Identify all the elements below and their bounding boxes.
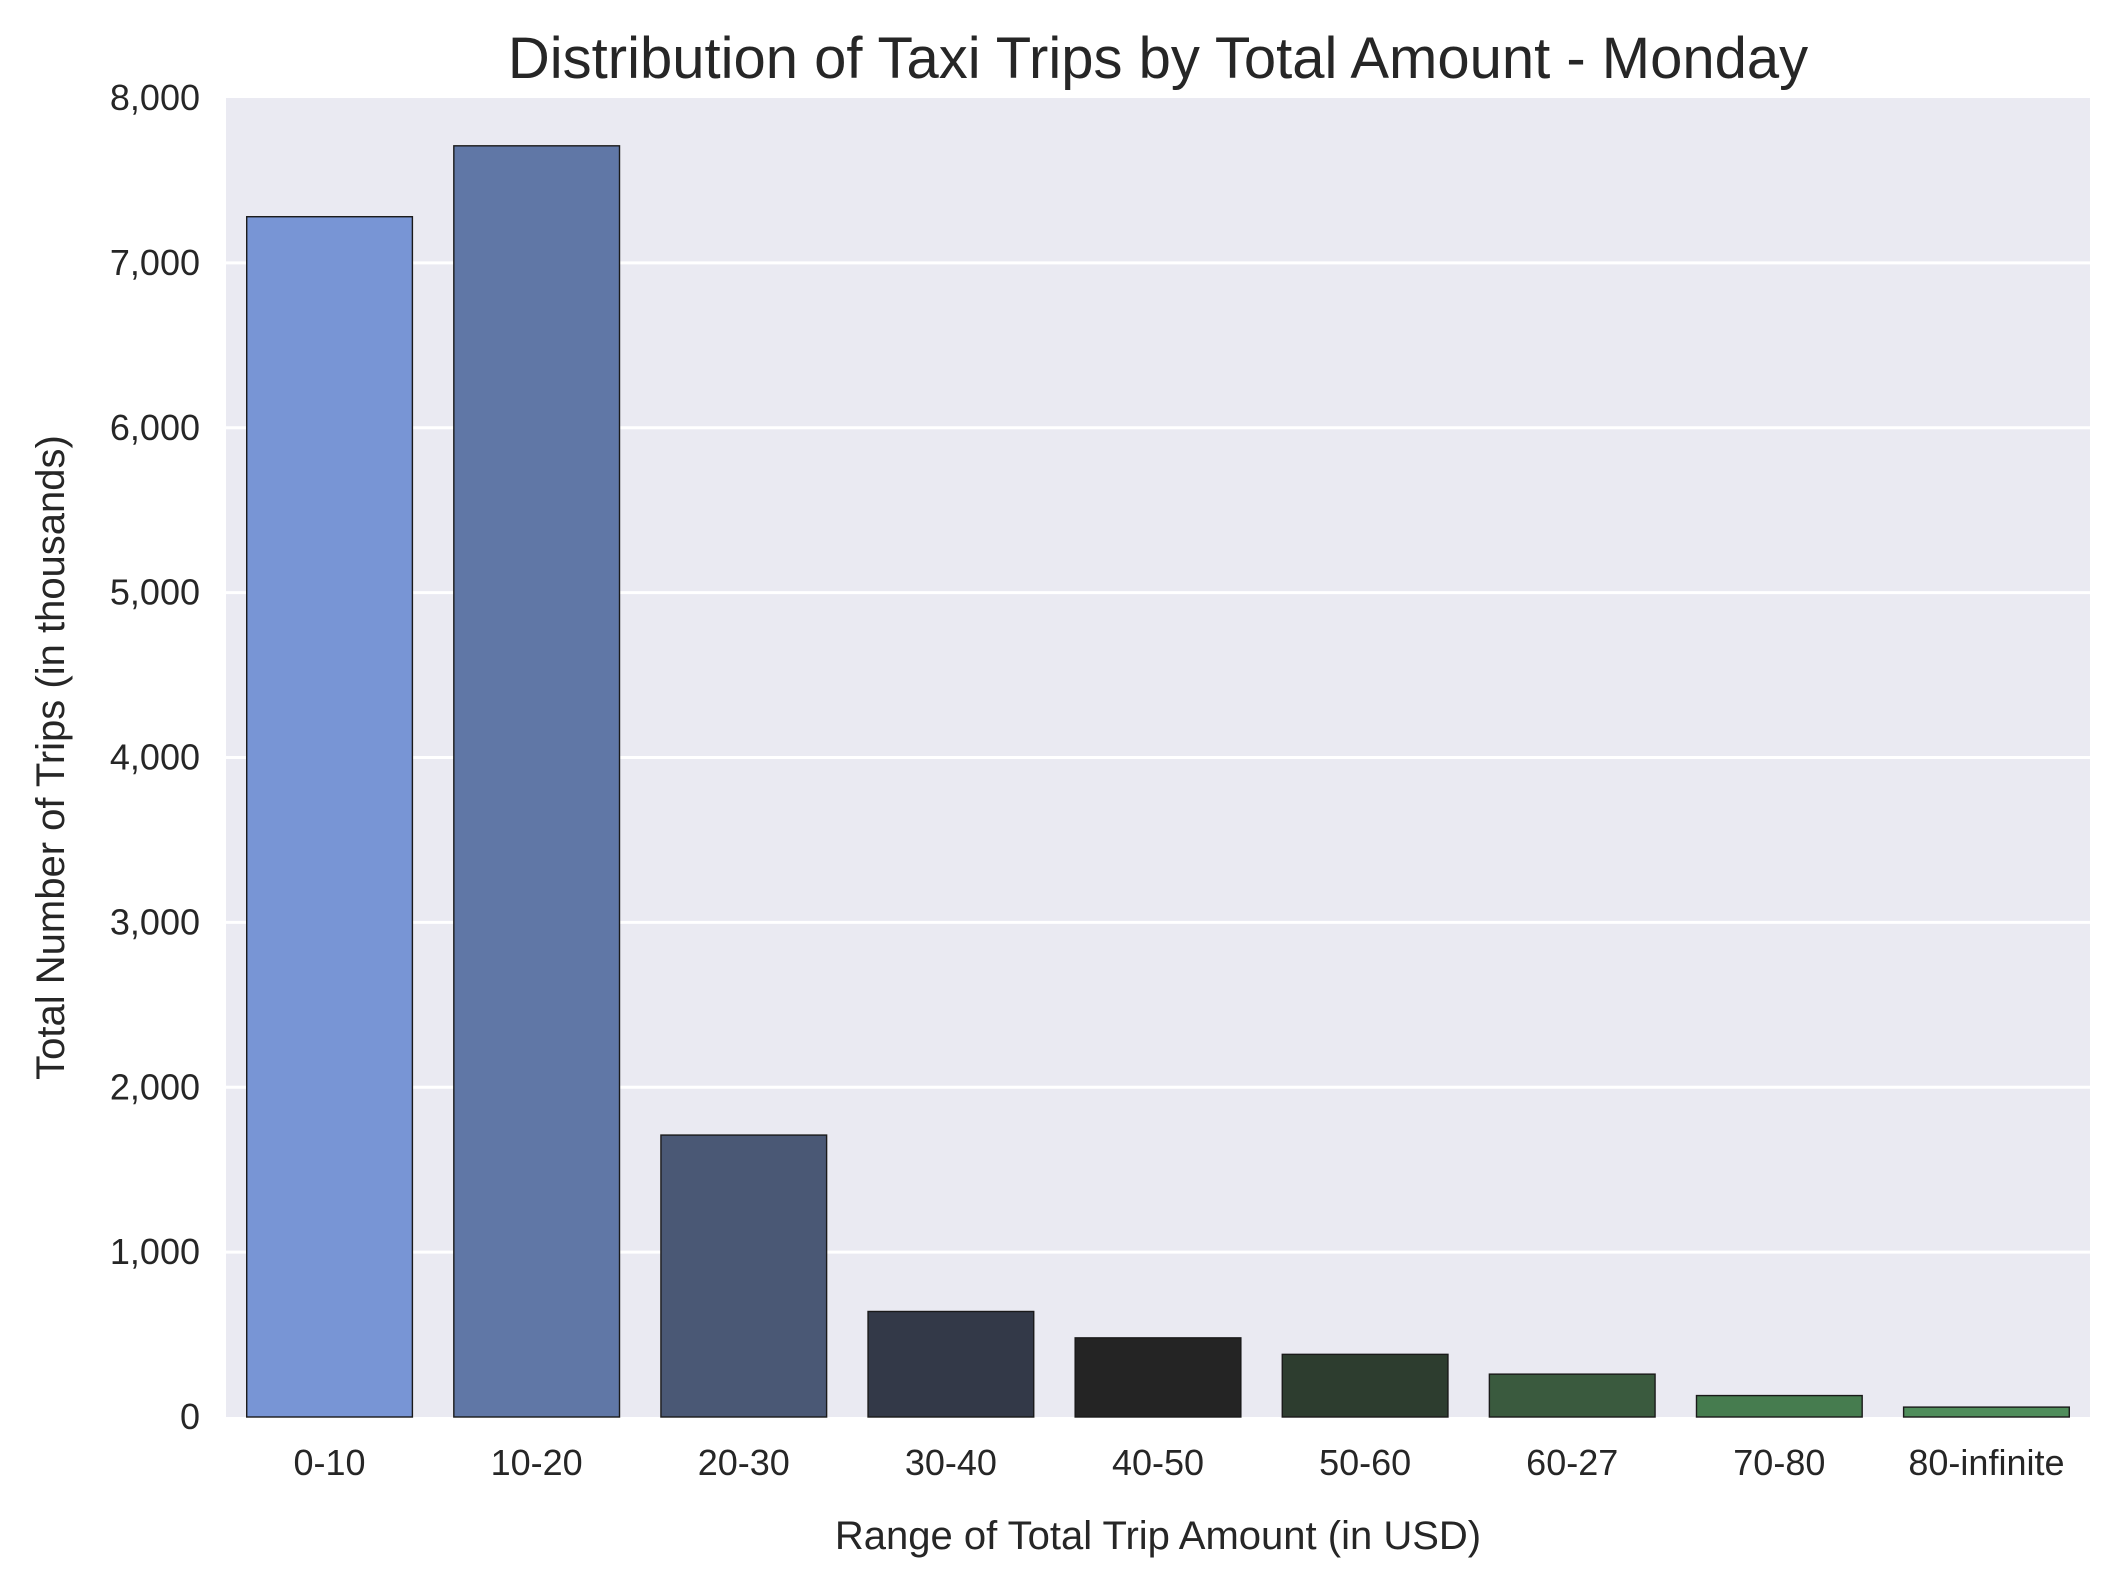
x-axis-ticks: 0-10 10-20 20-30 30-40 40-50 50-60 60-27 70-80 8… <box>294 1442 2065 1483</box>
bars <box>246 145 2070 1418</box>
bar <box>1281 1353 1449 1418</box>
y-tick-label: 8,000 <box>110 77 200 118</box>
y-tick-label: 6,000 <box>110 407 200 448</box>
x-tick-label: 70-80 <box>1733 1442 1825 1483</box>
x-tick-label: 0-10 <box>294 1442 366 1483</box>
bar <box>660 1134 828 1418</box>
bar <box>246 216 414 1418</box>
x-tick-label: 80-infinite <box>1908 1442 2064 1483</box>
y-tick-label: 0 <box>180 1396 200 1437</box>
bar <box>867 1310 1035 1418</box>
x-tick-label: 40-50 <box>1112 1442 1204 1483</box>
y-tick-label: 7,000 <box>110 242 200 283</box>
x-tick-label: 50-60 <box>1319 1442 1411 1483</box>
y-tick-label: 1,000 <box>110 1231 200 1272</box>
x-tick-label: 60-27 <box>1526 1442 1618 1483</box>
x-tick-label: 20-30 <box>698 1442 790 1483</box>
bar <box>1695 1394 1863 1418</box>
x-axis-label: Range of Total Trip Amount (in USD) <box>835 1514 1481 1558</box>
bar <box>1074 1337 1242 1418</box>
chart-title: Distribution of Taxi Trips by Total Amou… <box>508 26 1808 91</box>
x-tick-label: 10-20 <box>491 1442 583 1483</box>
y-tick-label: 2,000 <box>110 1066 200 1107</box>
y-axis-ticks: 0 1,000 2,000 3,000 4,000 5,000 6,000 7,000 8,00… <box>110 77 200 1437</box>
y-tick-label: 4,000 <box>110 737 200 778</box>
bar <box>1902 1406 2070 1418</box>
y-tick-label: 5,000 <box>110 572 200 613</box>
x-tick-label: 30-40 <box>905 1442 997 1483</box>
bar <box>1488 1373 1656 1418</box>
y-axis-label: Total Number of Trips (in thousands) <box>29 435 73 1080</box>
bar <box>453 145 621 1418</box>
y-tick-label: 3,000 <box>110 901 200 942</box>
